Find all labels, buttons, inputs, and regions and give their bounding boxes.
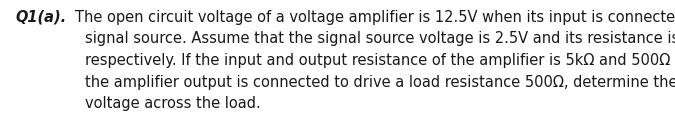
Text: respectively. If the input and output resistance of the amplifier is 5kΩ and 500: respectively. If the input and output re… [85, 53, 675, 68]
Text: the amplifier output is connected to drive a load resistance 500Ω, determine the: the amplifier output is connected to dri… [85, 75, 675, 90]
Text: signal source. Assume that the signal source voltage is 2.5V and its resistance : signal source. Assume that the signal so… [85, 31, 675, 46]
Text: The open circuit voltage of a voltage amplifier is 12.5V when its input is conne: The open circuit voltage of a voltage am… [75, 10, 675, 25]
Text: voltage across the load.: voltage across the load. [85, 96, 261, 111]
Text: Q1(a).: Q1(a). [15, 10, 66, 25]
